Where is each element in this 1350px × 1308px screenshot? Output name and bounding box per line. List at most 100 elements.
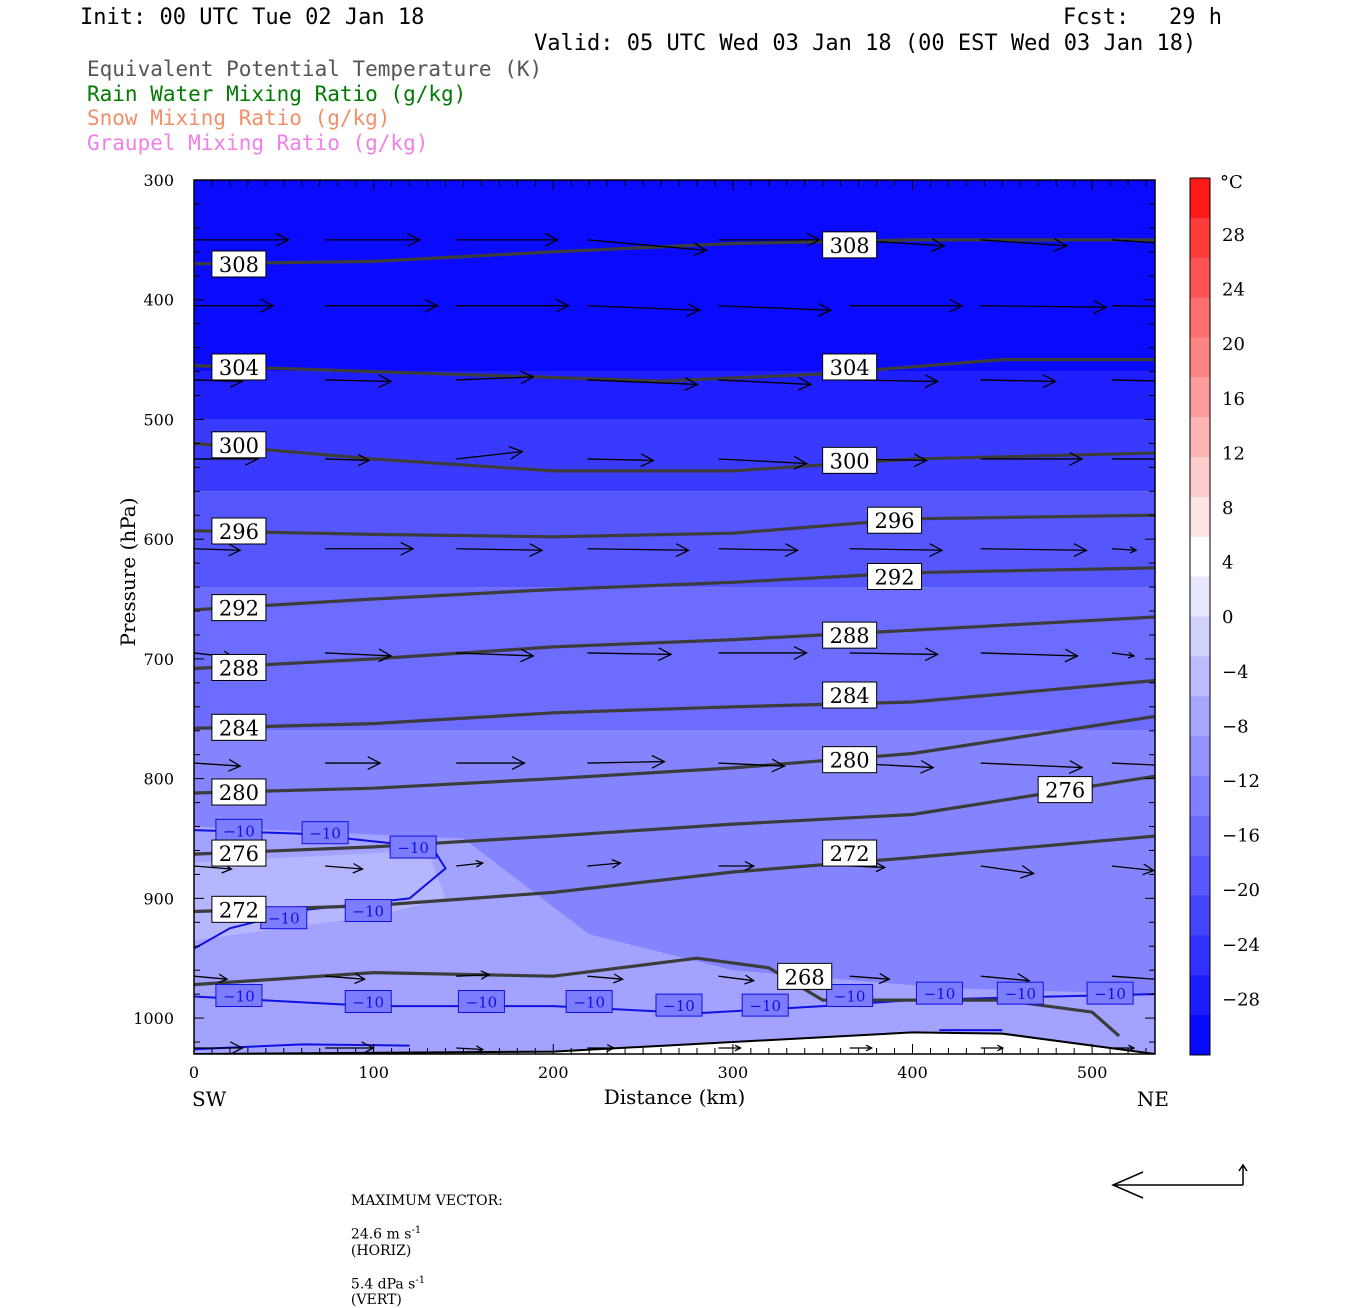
temperature-contour-label-box [457, 990, 505, 1014]
theta-e-label: 292 [219, 597, 259, 621]
x-axis-label: Distance (km) [604, 1085, 746, 1109]
wind-vector-head [230, 1041, 244, 1054]
wind-vector-head [1165, 237, 1178, 250]
horiz-tag: (HORIZ) [350, 1242, 412, 1259]
theta-e-label: 280 [219, 781, 259, 805]
theta-e-contour-line [194, 358, 1155, 383]
temperature-contour-label-box [389, 835, 437, 859]
field-title: Equivalent Potential Temperature (K) [87, 57, 543, 81]
colorbar-swatch [1190, 935, 1210, 976]
x-tick-label: 0 [189, 1063, 199, 1082]
temperature-contour-label: −10 [749, 997, 781, 1015]
wind-vector [194, 975, 228, 980]
y-tick-label: 500 [143, 410, 174, 429]
colorbar-tick-label: 0 [1222, 607, 1233, 628]
temperature-contour-label: −10 [1094, 985, 1126, 1003]
theta-e-label-box [822, 839, 878, 867]
wind-vector [194, 865, 232, 870]
wind-vector [718, 305, 831, 311]
theta-e-label-box [211, 895, 267, 923]
wind-vector [718, 762, 785, 767]
colorbar-tick-label: 8 [1222, 498, 1233, 519]
colorbar-tick-label: 20 [1222, 334, 1245, 355]
wind-vector-head [924, 647, 940, 662]
temperature-contour-label: −10 [663, 997, 695, 1015]
wind-vector [456, 548, 543, 551]
wind-vector-head [658, 647, 673, 662]
wind-vector-head [508, 445, 524, 460]
colorbar-swatch [1190, 656, 1210, 697]
colorbar-swatch [1190, 975, 1210, 1016]
wind-vector-head [797, 376, 813, 391]
wind-vector-head [511, 756, 526, 770]
colorbar-tick-label: 16 [1222, 389, 1245, 410]
field-title: Graupel Mixing Ratio (g/kg) [87, 130, 429, 155]
wind-vector [587, 239, 707, 252]
wind-vector [587, 548, 689, 551]
theta-e-label: 296 [219, 520, 259, 544]
theta-e-label: 288 [219, 656, 259, 680]
colorbar-swatch [1190, 377, 1210, 418]
colorbar-swatch [1190, 1015, 1210, 1056]
colorbar-tick-label: −28 [1222, 989, 1260, 1010]
wind-vector [1111, 379, 1155, 382]
temperature-contour-label: −10 [309, 825, 341, 843]
colorbar-tick-label: −20 [1222, 880, 1260, 901]
wind-vector-head [544, 232, 559, 247]
vert-max-value: 5.4 dPa s [350, 1276, 416, 1293]
wind-vector [587, 760, 665, 764]
colorbar-swatch [1190, 736, 1210, 777]
temperature-contour-label-box [1086, 981, 1134, 1005]
wind-vector-head [555, 298, 570, 313]
wind-vector-head [1165, 375, 1178, 388]
theta-e-contour-line [194, 513, 1155, 539]
terrain-surface [194, 1032, 1155, 1054]
colorbar-swatch [1190, 536, 1210, 578]
max-vector-label: MAXIMUM VECTOR: [350, 1193, 503, 1209]
theta-e-label-box [211, 778, 267, 806]
wind-vector-head [1020, 864, 1036, 879]
wind-vector-head [367, 756, 382, 770]
colorbar-tick-label: −8 [1222, 716, 1249, 737]
theta-e-label: 308 [830, 234, 870, 258]
wind-vector-head [228, 758, 242, 772]
temperature-band [194, 180, 1155, 372]
wind-vector-head [275, 232, 291, 247]
wind-vector-head [686, 302, 702, 317]
theta-e-label: 304 [830, 356, 870, 380]
temperature-contour-label: −10 [268, 910, 300, 928]
y-tick-label: 400 [143, 291, 174, 310]
theta-e-contour-line [194, 834, 1155, 914]
colorbar-swatch [1190, 257, 1210, 299]
wind-vector [1111, 548, 1137, 551]
wind-vector-head [1053, 238, 1069, 252]
wind-vector [456, 974, 490, 977]
y-tick-label: 900 [143, 889, 174, 908]
theta-e-label-box [867, 562, 923, 590]
wind-vector-head [611, 858, 622, 869]
vert-unit-exponent: -1 [415, 1274, 426, 1286]
wind-vector-head [480, 970, 491, 980]
wind-vector-head [920, 759, 935, 774]
wind-vector [849, 652, 938, 656]
wind-vector-head [1069, 452, 1084, 466]
y-tick-label: 700 [143, 650, 174, 669]
wind-vector [1111, 239, 1155, 244]
wind-vector-head [744, 861, 756, 872]
theta-e-label-box [822, 746, 878, 774]
x-tick-label: 100 [358, 1063, 389, 1082]
wind-vector-head [806, 232, 822, 247]
theta-e-label: 300 [219, 434, 259, 458]
colorbar-tick-label: 24 [1222, 280, 1245, 301]
wind-vector [718, 379, 811, 386]
colorbar-swatch [1190, 775, 1210, 817]
theta-e-contour-line [194, 441, 1155, 473]
wind-vector-head [1073, 543, 1088, 557]
forecast-hour: Fcst: 29 h [1063, 5, 1222, 30]
wind-vector [980, 548, 1087, 551]
wind-vector [980, 865, 1034, 875]
wind-vector-head [1128, 1044, 1136, 1052]
wind-vector [718, 975, 754, 982]
theta-e-label: 300 [830, 449, 870, 473]
wind-vector [325, 652, 392, 657]
